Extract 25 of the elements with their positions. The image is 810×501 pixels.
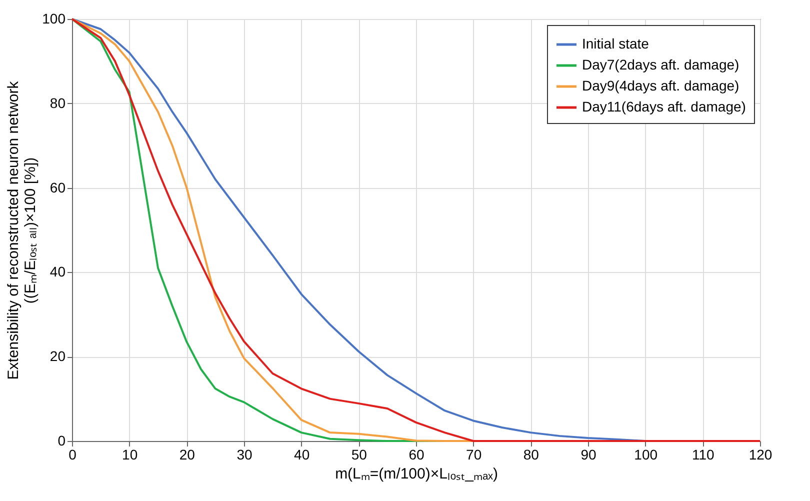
y-tick-label: 0 [58, 432, 66, 448]
y-tick-label: 80 [50, 94, 66, 111]
x-tick-label: 50 [351, 446, 368, 462]
x-tick-label: 30 [236, 446, 252, 462]
x-tick-label: 90 [580, 446, 596, 462]
y-tick-label: 20 [50, 348, 66, 364]
y-tick-label: 40 [50, 264, 66, 280]
legend-label: Initial state [582, 36, 650, 52]
y-axis-title: Extensibility of reconstructed neuron network ((Eₘ/Eₗₒₛₜ ₐₗₗ)×100 [%]) [5, 80, 40, 380]
x-tick-label: 60 [408, 446, 424, 462]
y-tick-label: 60 [50, 179, 66, 196]
x-tick-label: 40 [294, 446, 310, 462]
x-axis-title: m(Lₘ=(m/100)×Lₗₒₛₜ_ₘₐₓ) [335, 466, 498, 482]
x-tick-label: 120 [748, 446, 772, 462]
x-tick-label: 110 [692, 446, 715, 462]
legend-label: Day7(2days aft. damage) [582, 56, 740, 72]
legend-label: Day11(6days aft. damage) [582, 98, 746, 114]
x-tick-label: 20 [179, 446, 196, 462]
x-tick-label: 80 [523, 446, 540, 462]
x-tick-label: 100 [634, 446, 658, 462]
x-tick-label: 0 [68, 446, 77, 462]
y-tick-label: 100 [42, 10, 66, 26]
x-tick-label: 10 [122, 446, 138, 462]
legend-label: Day9(4days aft. damage) [582, 78, 740, 94]
x-tick-label: 70 [466, 446, 482, 462]
